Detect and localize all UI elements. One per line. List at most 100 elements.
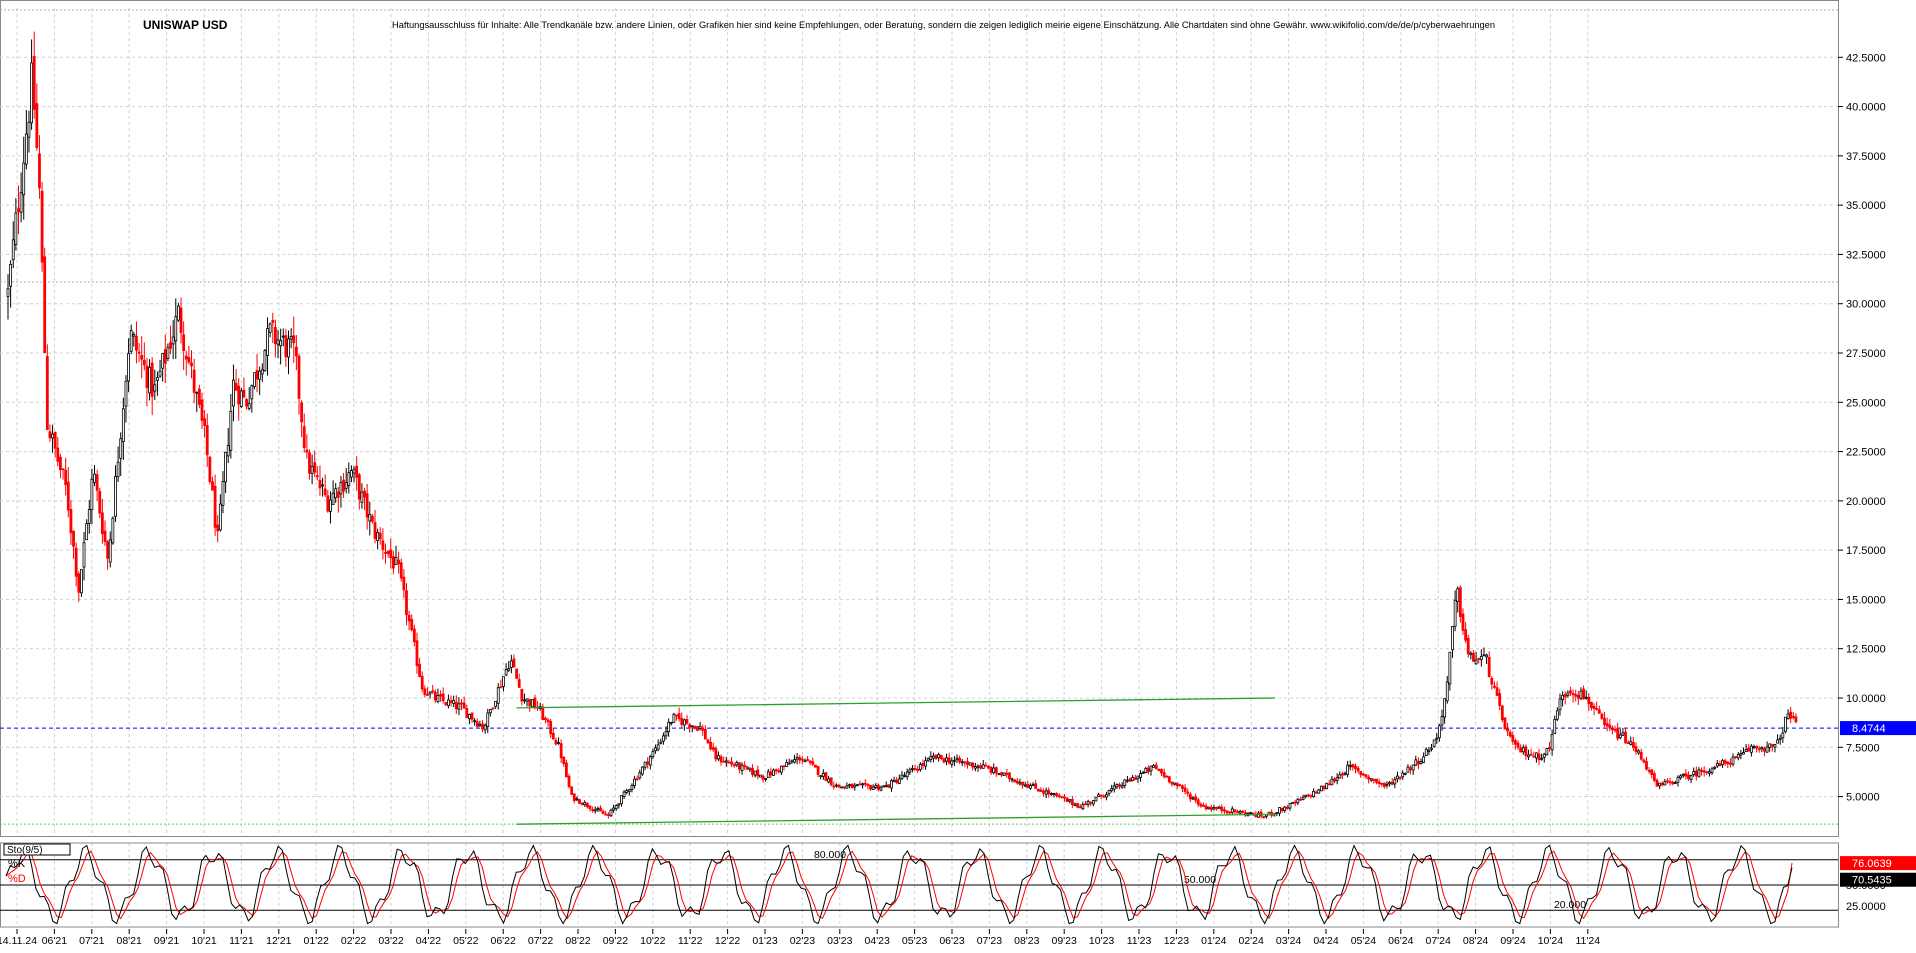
time-tick-label: 02'24 — [1239, 935, 1265, 947]
candle-body — [1309, 794, 1313, 797]
candle-body — [583, 802, 587, 806]
candle-body — [992, 767, 996, 774]
candle-body — [263, 350, 267, 372]
candle-body — [952, 759, 956, 762]
candle-body — [1123, 779, 1127, 786]
candle-body — [1773, 744, 1777, 748]
candle-body — [1739, 753, 1743, 756]
candle-body — [1115, 783, 1119, 788]
candle-body — [1713, 766, 1717, 769]
candle-body — [1385, 783, 1389, 786]
candle-body — [853, 784, 857, 788]
candle-body — [119, 438, 123, 459]
sto-level-label: 20.000 — [1554, 899, 1586, 911]
candle-body — [1330, 778, 1334, 786]
candle-body — [402, 576, 406, 591]
candle-body — [1629, 741, 1633, 745]
candle-body — [585, 802, 589, 808]
candle-body — [1705, 771, 1709, 774]
candle-body — [135, 335, 138, 351]
candle-body — [161, 353, 165, 369]
candle-body — [945, 757, 948, 762]
candle-body — [19, 192, 23, 213]
candle-body — [1734, 756, 1738, 758]
candle-body — [121, 408, 125, 442]
candle-body — [1582, 688, 1585, 700]
candle-body — [557, 742, 560, 744]
price-tick-label: 25.0000 — [1846, 397, 1886, 409]
candle-body — [1791, 715, 1795, 718]
candle-body — [937, 754, 941, 759]
candle-body — [1105, 794, 1108, 798]
candle-body — [682, 719, 686, 726]
candle-body — [318, 479, 322, 489]
candle-body — [66, 481, 70, 511]
candle-body — [1464, 629, 1468, 641]
candle-body — [1351, 764, 1355, 768]
candle-body — [169, 342, 172, 349]
candle-body — [1584, 696, 1588, 699]
candle-body — [274, 327, 277, 345]
candle-body — [77, 573, 81, 593]
candle-body — [1223, 809, 1226, 812]
candle-body — [740, 764, 744, 771]
candle-body — [1005, 772, 1009, 775]
candle-body — [1461, 613, 1465, 631]
candle-body — [478, 723, 482, 727]
candle-body — [1167, 776, 1171, 783]
candle-body — [1230, 808, 1234, 813]
sto-K-value: 70.5435 — [1852, 875, 1892, 887]
candle-body — [1094, 796, 1098, 802]
candle-body — [855, 784, 859, 787]
candle-body — [14, 212, 18, 245]
candle-body — [1023, 784, 1027, 787]
candle-body — [85, 523, 89, 541]
candle-body — [703, 728, 707, 740]
candle-body — [1532, 755, 1536, 758]
candle-body — [1102, 795, 1106, 798]
candle-body — [1107, 790, 1111, 795]
candle-body — [166, 347, 170, 359]
candle-body — [929, 756, 933, 761]
candle-body — [310, 466, 314, 474]
candle-body — [1278, 807, 1281, 814]
candle-body — [1516, 742, 1520, 748]
candle-body — [1249, 812, 1253, 814]
candle-body — [1029, 785, 1032, 789]
candle-body — [321, 484, 324, 487]
candle-body — [163, 349, 167, 364]
candle-body — [1757, 748, 1761, 750]
candle-body — [1070, 799, 1074, 805]
candle-body — [1563, 694, 1567, 698]
candle-body — [987, 766, 990, 769]
candle-body — [882, 785, 886, 788]
candle-body — [1477, 657, 1481, 660]
time-tick-label: 07'22 — [528, 935, 554, 947]
time-tick-label: 07'23 — [977, 935, 1003, 947]
candle-body — [811, 761, 815, 765]
candle-body — [627, 789, 631, 793]
reference-lines — [0, 9, 1838, 825]
time-tick-label: 11'23 — [1127, 935, 1152, 947]
candle-body — [903, 775, 906, 777]
candle-body — [376, 532, 380, 542]
time-tick-label: 12'23 — [1164, 935, 1190, 947]
price-tick-label: 42.5000 — [1846, 52, 1886, 64]
candle-body — [391, 556, 395, 569]
candle-body — [1356, 767, 1360, 772]
candle-body — [462, 702, 466, 709]
candle-body — [1519, 747, 1523, 753]
candle-body — [344, 482, 348, 489]
candle-body — [1369, 778, 1373, 781]
candle-body — [405, 590, 408, 616]
candle-body — [958, 757, 962, 763]
candle-body — [305, 449, 309, 453]
candle-body — [779, 765, 783, 773]
candle-body — [785, 762, 789, 767]
candle-body — [1789, 711, 1793, 719]
time-tick-label: 04'22 — [416, 935, 442, 947]
candle-body — [976, 765, 980, 768]
candle-body — [1131, 777, 1135, 782]
candle-body — [1529, 753, 1533, 756]
candle-body — [384, 552, 387, 554]
